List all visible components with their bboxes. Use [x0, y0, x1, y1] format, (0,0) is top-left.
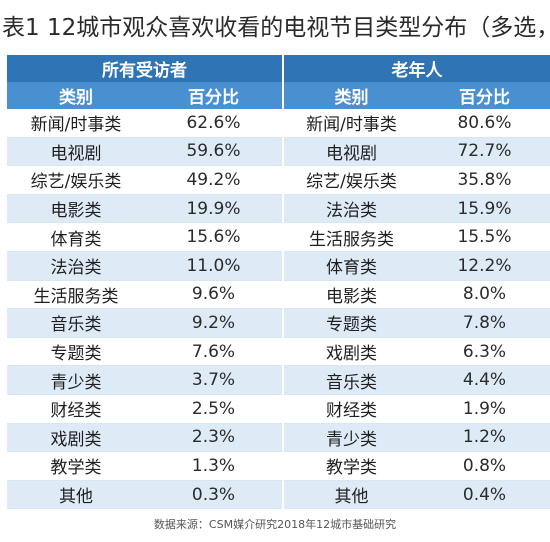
group-header-all: 所有受访者: [7, 55, 283, 82]
cell-category-elderly: 教学类: [282, 451, 419, 481]
cell-category-all: 体育类: [7, 222, 145, 252]
cell-category-elderly: 其他: [282, 480, 419, 510]
cell-category-all: 新闻/时事类: [7, 109, 145, 138]
cell-percent-all: 7.6%: [145, 337, 283, 367]
cell-percent-all: 2.5%: [145, 394, 283, 424]
table-row: 法治类 11.0% 体育类 12.2%: [7, 251, 550, 281]
data-table: 所有受访者 老年人 类别 百分比 类别 百分比 新闻/时事类 62.6% 新闻/时事…: [7, 55, 550, 510]
cell-percent-elderly: 12.2%: [419, 251, 550, 281]
cell-percent-all: 11.0%: [145, 251, 283, 281]
cell-category-elderly: 新闻/时事类: [282, 109, 419, 138]
cell-percent-all: 19.9%: [145, 194, 283, 224]
cell-percent-all: 9.2%: [145, 308, 283, 338]
cell-category-elderly: 音乐类: [282, 365, 419, 395]
cell-category-all: 青少类: [7, 365, 145, 395]
cell-percent-elderly: 35.8%: [419, 165, 550, 195]
cell-category-all: 教学类: [7, 451, 145, 481]
cell-percent-elderly: 72.7%: [419, 137, 550, 167]
column-header-row: 类别 百分比 类别 百分比: [7, 82, 550, 109]
cell-percent-elderly: 15.5%: [419, 222, 550, 252]
cell-percent-all: 49.2%: [145, 165, 283, 195]
table-row: 音乐类 9.2% 专题类 7.8%: [7, 308, 550, 338]
table-row: 其他 0.3% 其他 0.4%: [7, 480, 550, 510]
cell-percent-elderly: 80.6%: [419, 109, 550, 138]
column-header-percent-elderly: 百分比: [419, 82, 550, 109]
cell-percent-all: 2.3%: [145, 423, 283, 453]
cell-category-elderly: 体育类: [282, 251, 419, 281]
table-row: 财经类 2.5% 财经类 1.9%: [7, 394, 550, 424]
cell-category-elderly: 生活服务类: [282, 222, 419, 252]
table-row: 电影类 19.9% 法治类 15.9%: [7, 194, 550, 224]
table-row: 戏剧类 2.3% 青少类 1.2%: [7, 423, 550, 453]
table-row: 体育类 15.6% 生活服务类 15.5%: [7, 222, 550, 252]
cell-percent-elderly: 1.9%: [419, 394, 550, 424]
cell-category-all: 戏剧类: [7, 423, 145, 453]
cell-category-elderly: 专题类: [282, 308, 419, 338]
table-body: 新闻/时事类 62.6% 新闻/时事类 80.6% 电视剧 59.6% 电视剧 72.7% 综艺…: [7, 109, 550, 510]
cell-percent-elderly: 8.0%: [419, 280, 550, 310]
cell-percent-elderly: 15.9%: [419, 194, 550, 224]
cell-category-elderly: 财经类: [282, 394, 419, 424]
column-header-category-elderly: 类别: [282, 82, 419, 109]
table-row: 生活服务类 9.6% 电影类 8.0%: [7, 280, 550, 310]
cell-category-all: 综艺/娱乐类: [7, 165, 145, 195]
table-title: 表1 12城市观众喜欢收看的电视节目类型分布（多选，%: [2, 15, 550, 41]
cell-percent-elderly: 7.8%: [419, 308, 550, 338]
cell-category-all: 音乐类: [7, 308, 145, 338]
cell-percent-all: 3.7%: [145, 365, 283, 395]
cell-category-elderly: 戏剧类: [282, 337, 419, 367]
cell-percent-elderly: 6.3%: [419, 337, 550, 367]
cell-percent-elderly: 4.4%: [419, 365, 550, 395]
cell-percent-all: 62.6%: [145, 109, 283, 138]
cell-category-all: 财经类: [7, 394, 145, 424]
table-row: 青少类 3.7% 音乐类 4.4%: [7, 365, 550, 395]
cell-category-all: 电影类: [7, 194, 145, 224]
source-note: 数据来源：CSM媒介研究2018年12城市基础研究: [153, 518, 397, 531]
cell-category-all: 其他: [7, 480, 145, 510]
cell-percent-all: 0.3%: [145, 480, 283, 510]
cell-category-elderly: 电影类: [282, 280, 419, 310]
cell-percent-all: 1.3%: [145, 451, 283, 481]
cell-category-elderly: 综艺/娱乐类: [282, 165, 419, 195]
cell-category-elderly: 青少类: [282, 423, 419, 453]
cell-category-elderly: 电视剧: [282, 137, 419, 167]
table-row: 综艺/娱乐类 49.2% 综艺/娱乐类 35.8%: [7, 165, 550, 195]
cell-percent-all: 9.6%: [145, 280, 283, 310]
group-header-elderly: 老年人: [282, 55, 550, 82]
table-row: 新闻/时事类 62.6% 新闻/时事类 80.6%: [7, 109, 550, 138]
cell-category-elderly: 法治类: [282, 194, 419, 224]
group-header-row: 所有受访者 老年人: [7, 55, 550, 82]
table-row: 专题类 7.6% 戏剧类 6.3%: [7, 337, 550, 367]
cell-percent-elderly: 1.2%: [419, 423, 550, 453]
cell-category-all: 生活服务类: [7, 280, 145, 310]
table-row: 电视剧 59.6% 电视剧 72.7%: [7, 137, 550, 167]
cell-percent-all: 59.6%: [145, 137, 283, 167]
table-row: 教学类 1.3% 教学类 0.8%: [7, 451, 550, 481]
cell-category-all: 法治类: [7, 251, 145, 281]
cell-percent-elderly: 0.8%: [419, 451, 550, 481]
cell-category-all: 电视剧: [7, 137, 145, 167]
cell-percent-all: 15.6%: [145, 222, 283, 252]
column-header-percent-all: 百分比: [145, 82, 283, 109]
cell-percent-elderly: 0.4%: [419, 480, 550, 510]
column-header-category-all: 类别: [7, 82, 145, 109]
cell-category-all: 专题类: [7, 337, 145, 367]
